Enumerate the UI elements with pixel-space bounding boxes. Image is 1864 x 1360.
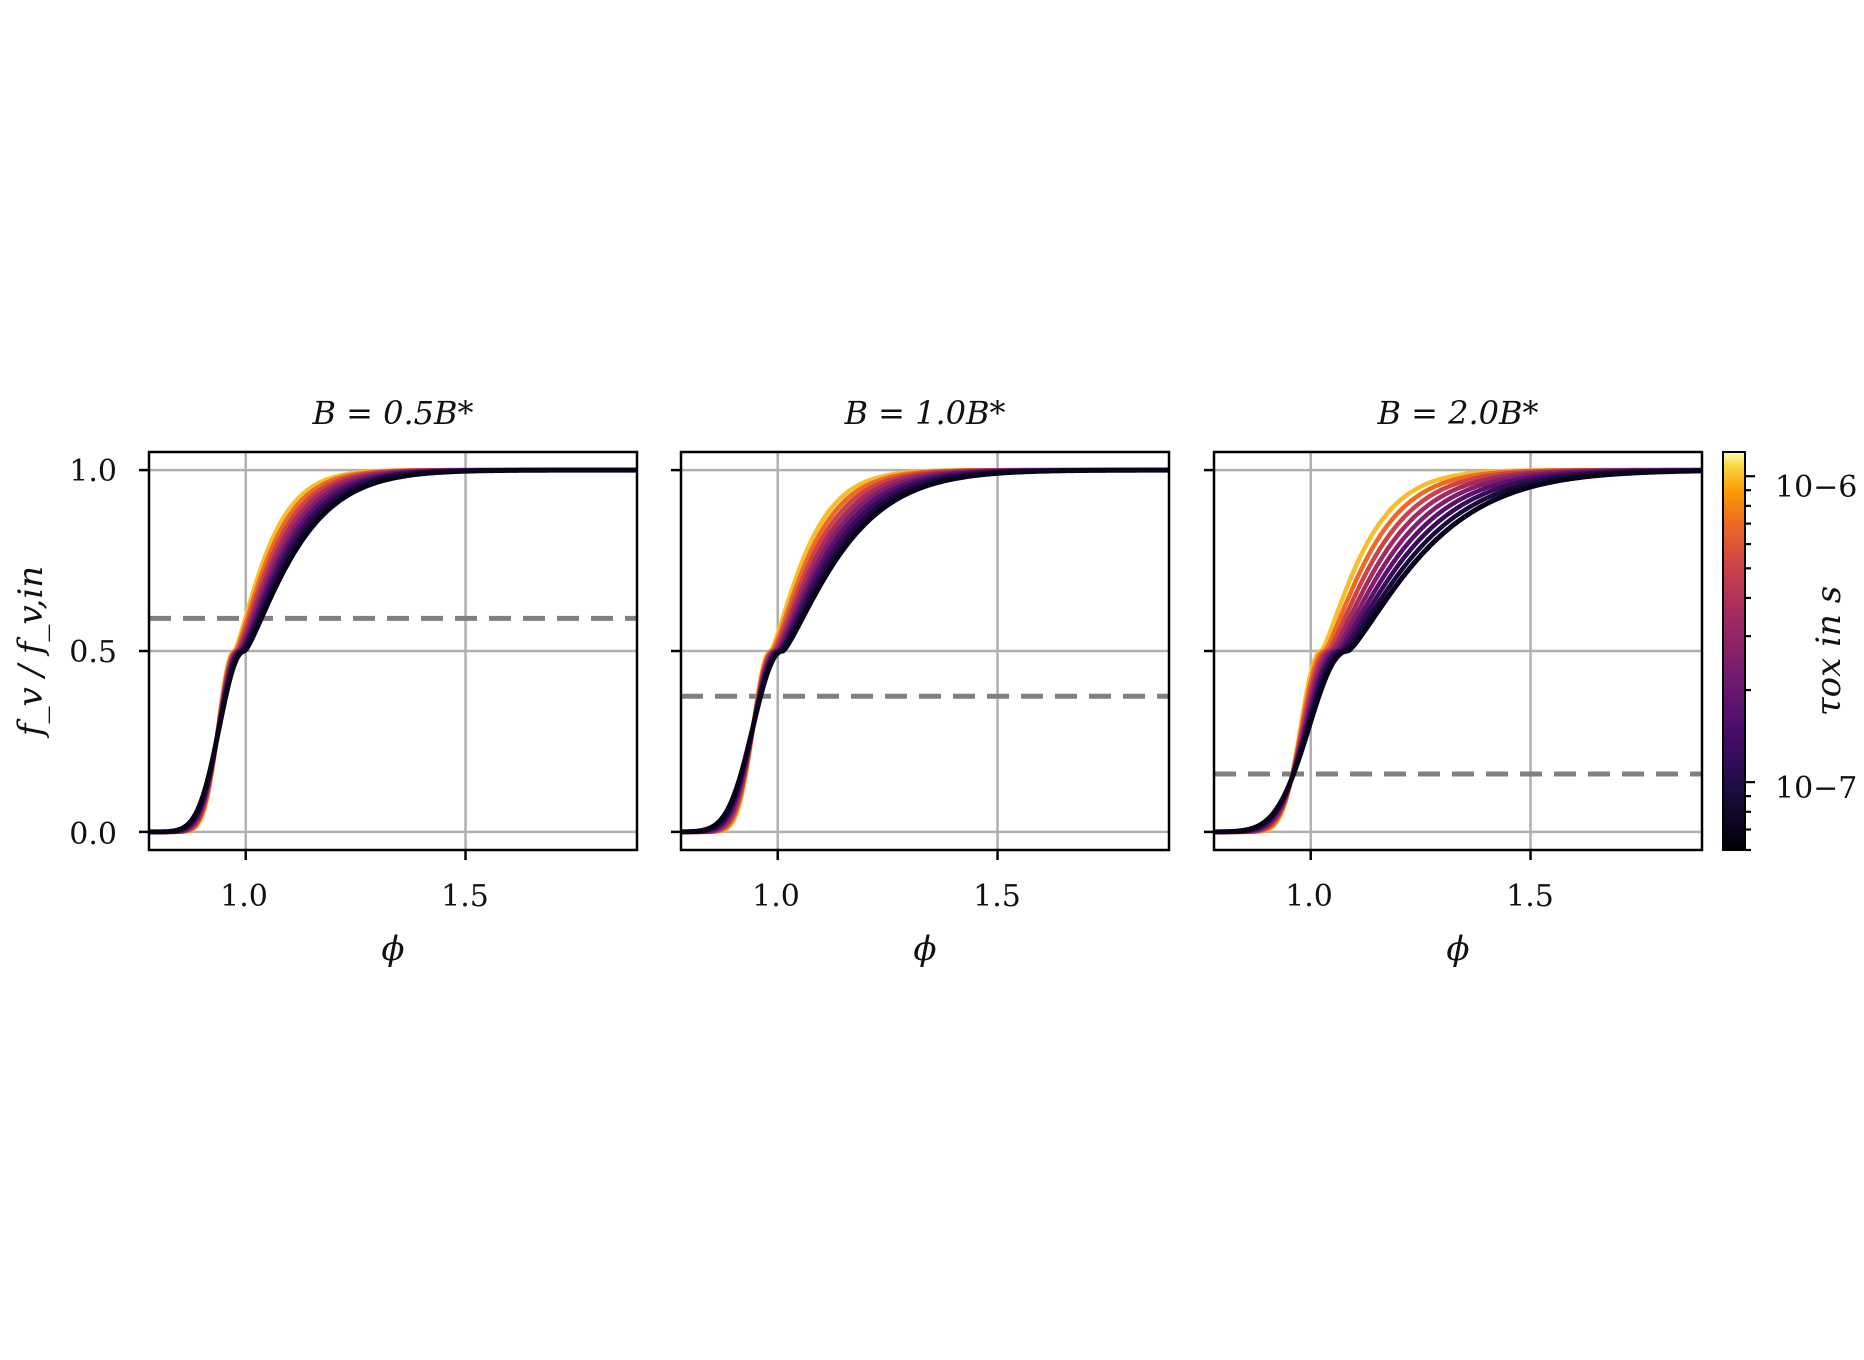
xtick-label-p1-1.0: 1.0 [220,879,268,914]
panel-3 [1214,452,1702,850]
ytick-label-1.0: 1.0 [69,454,117,489]
panel-title-3: B = 2.0B* [1376,394,1538,432]
xtick-label-p1-1.5: 1.5 [441,879,489,914]
xtick-label-p3-1.0: 1.0 [1285,879,1333,914]
xtick-label-p2-1.0: 1.0 [752,879,800,914]
series-line-tau-8 [149,467,637,835]
colorbar-ticks [1745,475,1755,852]
ytick-label-0.0: 0.0 [69,817,117,852]
series-line-tau-8 [1214,468,1702,835]
x-axis-label-2: ϕ [913,929,936,969]
x-axis-label-3: ϕ [1446,929,1469,969]
ytick-label-0.5: 0.5 [69,635,117,670]
colorbar [1722,451,1746,851]
xtick-label-p2-1.5: 1.5 [973,879,1021,914]
panel-title-1: B = 0.5B* [311,394,473,432]
x-axis-label-1: ϕ [381,929,404,969]
series-line-tau-8 [681,467,1169,835]
axis-ticks [139,468,1532,860]
colorbar-tick-label-1e-6: 10−6 [1775,470,1857,505]
y-axis-label: f_v / f_v,in [11,566,51,739]
xtick-label-p3-1.5: 1.5 [1506,879,1554,914]
panel-title-2: B = 1.0B* [843,394,1005,432]
panel-2 [681,452,1169,850]
colorbar-tick-label-1e-7: 10−7 [1775,771,1857,806]
colorbar-label: τox in s [1809,586,1849,716]
panel-1 [149,452,637,850]
